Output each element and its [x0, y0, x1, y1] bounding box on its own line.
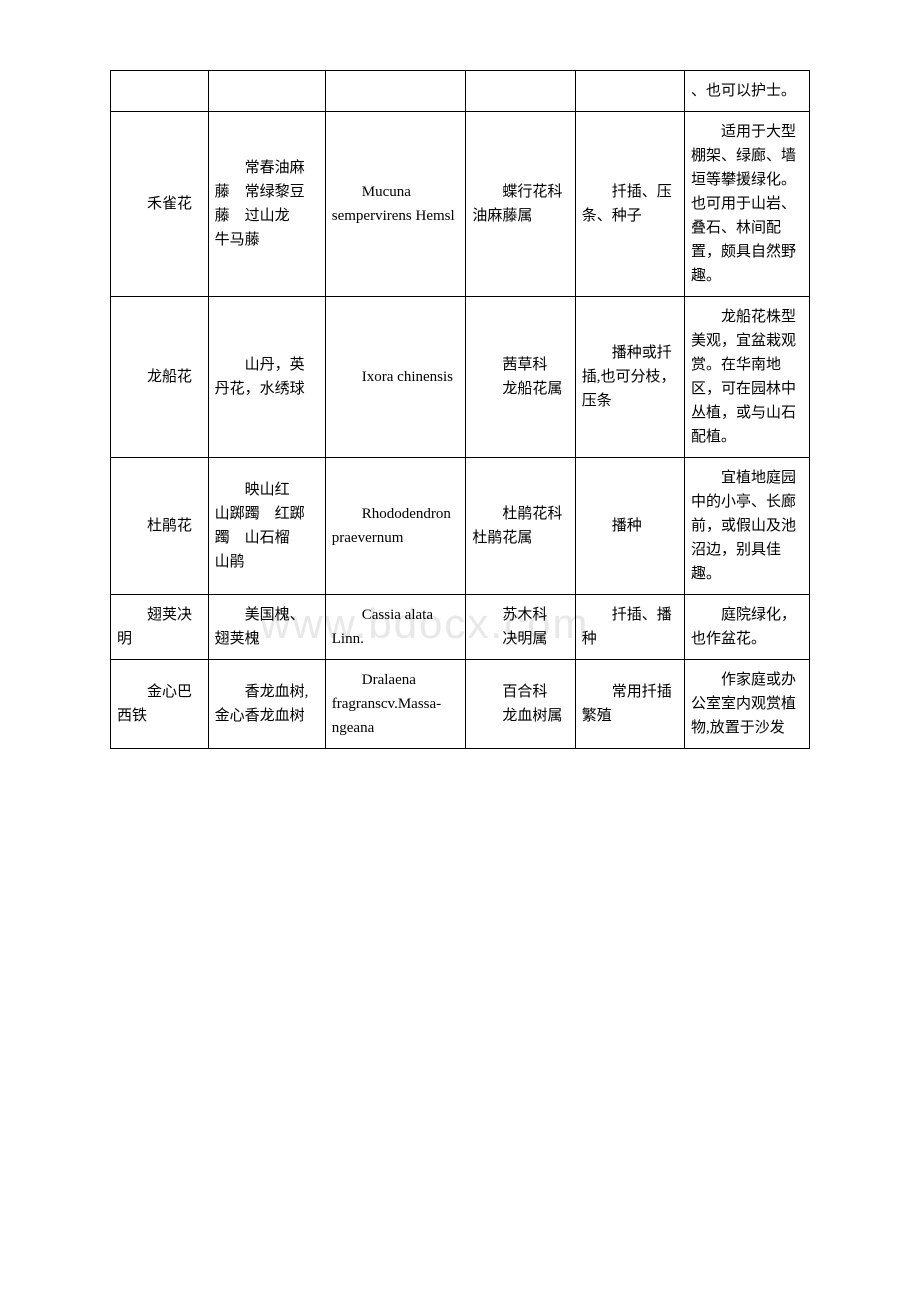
table-row: 翅荚决明 美国槐、翅荚槐 Cassia alata Linn. 苏木科 决明属 … — [111, 595, 810, 660]
cell-use: 适用于大型棚架、绿廊、墙垣等攀援绿化。也可用于山岩、叠石、林间配置，颇具自然野趣… — [685, 112, 810, 297]
cell-alias: 香龙血树,金心香龙血树 — [208, 660, 325, 749]
cell-method: 常用扦插繁殖 — [575, 660, 684, 749]
cell-name — [111, 71, 209, 112]
cell-latin: Cassia alata Linn. — [325, 595, 466, 660]
cell-name: 龙船花 — [111, 297, 209, 458]
cell-name: 金心巴西铁 — [111, 660, 209, 749]
cell-latin: Ixora chinensis — [325, 297, 466, 458]
cell-use: 、也可以护士。 — [685, 71, 810, 112]
cell-name: 翅荚决明 — [111, 595, 209, 660]
cell-family: 杜鹃花科杜鹃花属 — [466, 458, 575, 595]
cell-method: 播种或扦插,也可分枝，压条 — [575, 297, 684, 458]
cell-method: 扦插、播种 — [575, 595, 684, 660]
cell-alias: 映山红 山踯躅 红踯躅 山石榴 山鹃 — [208, 458, 325, 595]
cell-use: 作家庭或办公室室内观赏植物,放置于沙发 — [685, 660, 810, 749]
cell-latin — [325, 71, 466, 112]
cell-method: 扦插、压条、种子 — [575, 112, 684, 297]
table-row: 龙船花 山丹，英丹花，水绣球 Ixora chinensis 茜草科 龙船花属 … — [111, 297, 810, 458]
cell-method — [575, 71, 684, 112]
table-row: 杜鹃花 映山红 山踯躅 红踯躅 山石榴 山鹃 Rhododendron prae… — [111, 458, 810, 595]
cell-use: 庭院绿化，也作盆花。 — [685, 595, 810, 660]
cell-family: 茜草科 龙船花属 — [466, 297, 575, 458]
cell-name: 杜鹃花 — [111, 458, 209, 595]
table-row: 禾雀花 常春油麻藤 常绿黎豆藤 过山龙 牛马藤 Mucuna sempervir… — [111, 112, 810, 297]
cell-family: 蝶行花科 油麻藤属 — [466, 112, 575, 297]
cell-use: 龙船花株型美观，宜盆栽观赏。在华南地区，可在园林中丛植，或与山石配植。 — [685, 297, 810, 458]
cell-alias: 常春油麻藤 常绿黎豆藤 过山龙 牛马藤 — [208, 112, 325, 297]
cell-alias: 山丹，英丹花，水绣球 — [208, 297, 325, 458]
cell-alias: 美国槐、翅荚槐 — [208, 595, 325, 660]
table-row: 、也可以护士。 — [111, 71, 810, 112]
cell-family: 百合科 龙血树属 — [466, 660, 575, 749]
cell-method: 播种 — [575, 458, 684, 595]
cell-latin: Rhododendron praevernum — [325, 458, 466, 595]
cell-alias — [208, 71, 325, 112]
cell-use: 宜植地庭园中的小亭、长廊前，或假山及池沼边，别具佳趣。 — [685, 458, 810, 595]
cell-latin: Dralaena fragranscv.Massa-ngeana — [325, 660, 466, 749]
cell-family — [466, 71, 575, 112]
cell-name: 禾雀花 — [111, 112, 209, 297]
cell-family: 苏木科 决明属 — [466, 595, 575, 660]
plant-table: 、也可以护士。 禾雀花 常春油麻藤 常绿黎豆藤 过山龙 牛马藤 Mucuna s… — [110, 70, 810, 749]
cell-latin: Mucuna sempervirens Hemsl — [325, 112, 466, 297]
table-row: 金心巴西铁 香龙血树,金心香龙血树 Dralaena fragranscv.Ma… — [111, 660, 810, 749]
